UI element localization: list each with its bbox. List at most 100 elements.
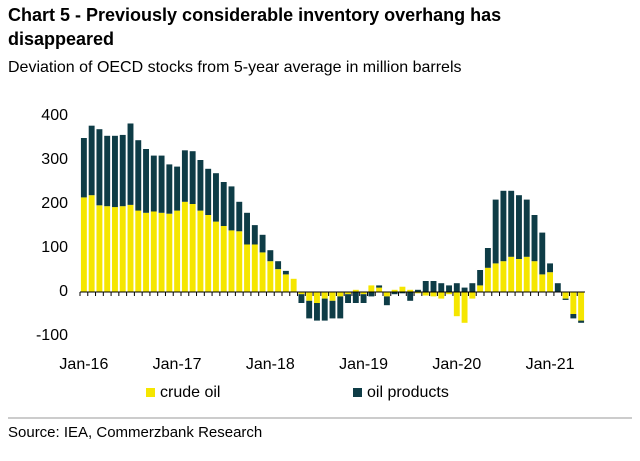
bar [267, 250, 274, 262]
bar [492, 199, 499, 264]
bar [119, 206, 126, 292]
bar [531, 261, 538, 292]
bar [453, 283, 460, 292]
bar [547, 263, 553, 273]
bar [469, 283, 476, 292]
bar [127, 123, 134, 205]
bar [329, 292, 336, 301]
x-tick-label: Jan-19 [339, 356, 388, 373]
bar [259, 252, 266, 292]
bar [492, 263, 499, 292]
bar [150, 211, 157, 292]
bar [329, 300, 336, 319]
bar [578, 292, 585, 321]
bar [508, 256, 515, 292]
bar [174, 210, 181, 292]
bar [244, 244, 250, 292]
bar [407, 292, 414, 301]
bar [314, 303, 320, 321]
x-tick-label: Jan-21 [526, 356, 575, 373]
bar [174, 166, 181, 211]
bar [345, 292, 351, 295]
bar [500, 261, 507, 292]
bar [314, 292, 320, 303]
legend-swatch [146, 388, 155, 397]
bar [422, 281, 429, 292]
bar [376, 287, 383, 292]
y-tick-label: 100 [41, 239, 68, 256]
bar [220, 226, 227, 292]
bar [469, 292, 476, 299]
bar [290, 278, 297, 292]
x-tick-label: Jan-16 [59, 356, 108, 373]
bar [484, 248, 491, 268]
legend-label: crude oil [160, 384, 220, 401]
bar [523, 256, 530, 292]
bar [415, 292, 421, 294]
bar [135, 210, 142, 292]
bar [251, 244, 258, 292]
bar [383, 296, 390, 306]
bar [96, 205, 103, 292]
bar [119, 134, 126, 207]
bar [127, 204, 134, 292]
x-tick-label: Jan-18 [246, 356, 295, 373]
bar [399, 292, 406, 294]
bar [298, 294, 305, 303]
x-tick-label: Jan-17 [153, 356, 202, 373]
bar [539, 274, 546, 292]
bar [181, 150, 188, 202]
bar [205, 215, 212, 292]
bar [251, 225, 258, 245]
bar [112, 207, 118, 292]
bar [135, 140, 142, 211]
bar [189, 151, 196, 204]
bar [516, 195, 522, 259]
bar [236, 231, 243, 292]
bar [112, 135, 118, 208]
bar [391, 292, 398, 295]
bar [438, 283, 445, 292]
bar [197, 210, 204, 292]
bar [337, 296, 344, 319]
bar [446, 292, 452, 295]
bar [407, 289, 414, 292]
bar [554, 283, 561, 292]
bar [461, 292, 468, 323]
bar [80, 138, 87, 198]
bar [438, 292, 445, 299]
bar [236, 201, 243, 232]
x-tick-label: Jan-20 [432, 356, 481, 373]
bar [352, 289, 359, 292]
legend-swatch [353, 388, 362, 397]
bar [166, 164, 173, 214]
bar [306, 292, 313, 301]
bar [104, 135, 111, 207]
bar [213, 173, 219, 222]
bar [477, 270, 484, 286]
bar [275, 269, 282, 292]
bar [368, 285, 375, 292]
y-tick-label: 0 [59, 283, 68, 300]
bar [96, 129, 103, 206]
bar [383, 292, 390, 297]
bar [570, 314, 577, 319]
bar [477, 285, 484, 292]
bar [415, 289, 421, 292]
bar [282, 270, 289, 275]
bar [430, 292, 437, 297]
bar [166, 213, 173, 292]
bar [391, 289, 398, 292]
bar [508, 190, 515, 257]
bar [570, 292, 577, 314]
bar [267, 261, 274, 292]
bar [547, 272, 553, 292]
bar [88, 125, 95, 196]
bar [282, 274, 289, 292]
bar [430, 281, 437, 292]
bar [298, 292, 305, 295]
bar [453, 292, 460, 317]
y-tick-label: 400 [41, 107, 68, 124]
bar [158, 212, 165, 292]
